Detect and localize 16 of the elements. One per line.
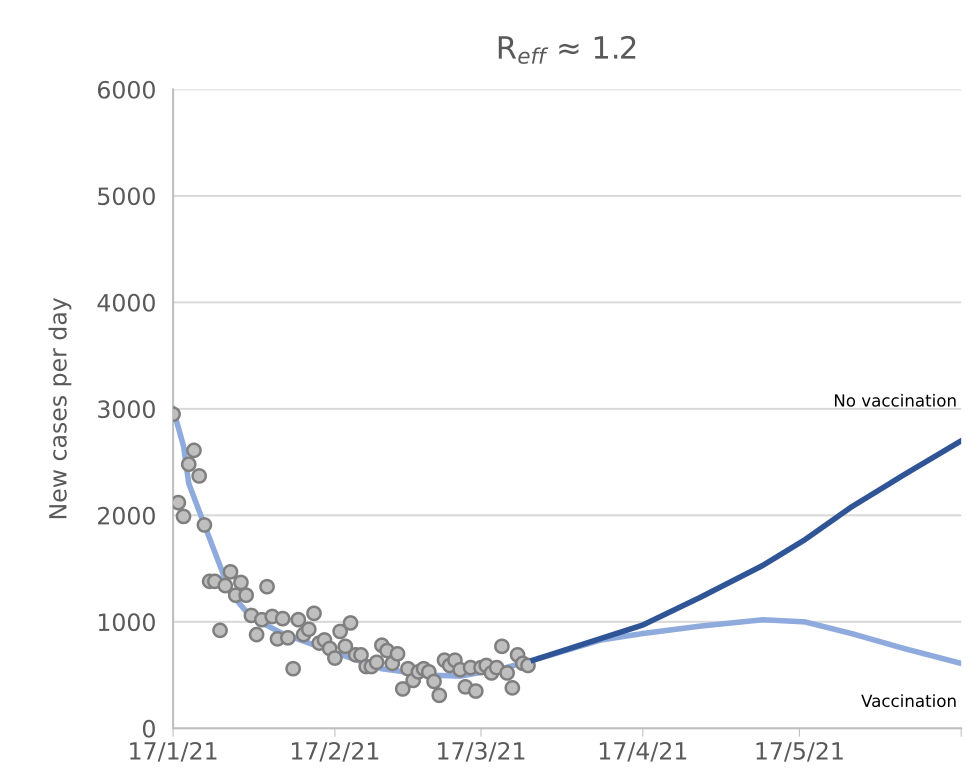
x-tick-label: 17/3/21: [438, 742, 524, 762]
chart-title: R$_{eff}$ ≈ 1.2: [498, 36, 636, 64]
x-tick-label: 17/2/21: [292, 742, 378, 762]
y-tick-label: 0: [142, 720, 155, 738]
y-tick-label: 1000: [98, 613, 155, 632]
y-tick-label: 4000: [97, 294, 155, 312]
y-tick-label: 6000: [98, 80, 155, 99]
y-axis-title: New cases per day: [48, 298, 72, 518]
y-tick-label: 5000: [98, 187, 155, 206]
x-tick-label: 17/5/21: [756, 742, 843, 762]
x-tick-label: 17/1/21: [130, 742, 216, 762]
y-tick-label: 3000: [98, 400, 155, 418]
x-tick-label: 17/4/21: [600, 742, 686, 762]
series-label: Vaccination: [861, 694, 956, 708]
y-tick-label: 2000: [98, 506, 155, 525]
text: No vaccination: [834, 394, 956, 407]
